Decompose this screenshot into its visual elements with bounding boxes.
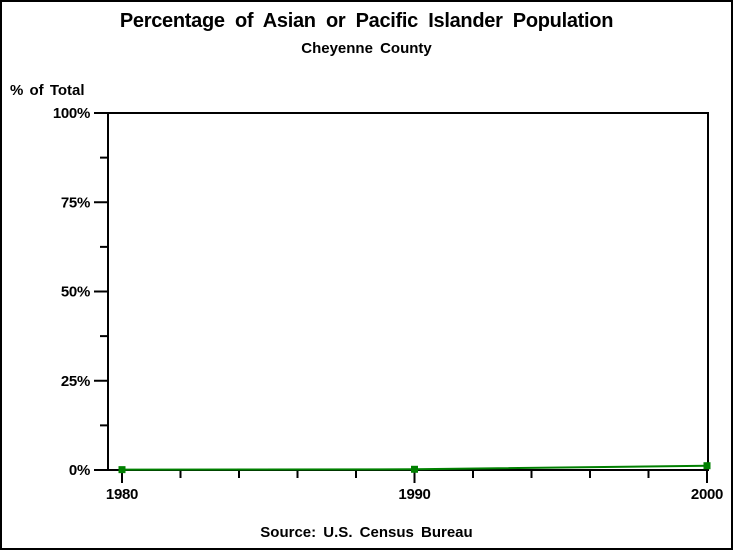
x-tick-label: 1990 xyxy=(398,486,430,503)
y-tick-label: 0% xyxy=(69,462,90,479)
data-point-marker xyxy=(411,465,418,473)
y-tick-label: 100% xyxy=(53,105,90,122)
y-tick-label: 75% xyxy=(61,194,90,211)
chart-title: Percentage of Asian or Pacific Islander … xyxy=(119,10,614,32)
y-tick-label: 25% xyxy=(61,373,90,390)
y-tick-label: 50% xyxy=(61,284,90,301)
y-axis-label: % of Total xyxy=(10,82,85,99)
axis-frame xyxy=(107,112,709,471)
x-tick-label: 2000 xyxy=(691,486,723,503)
x-tick-label: 1980 xyxy=(106,486,138,503)
data-point-marker xyxy=(703,462,711,470)
data-point-marker xyxy=(118,466,126,474)
chart-subtitle: Cheyenne County xyxy=(301,40,432,57)
source-caption: Source: U.S. Census Bureau xyxy=(260,524,473,541)
